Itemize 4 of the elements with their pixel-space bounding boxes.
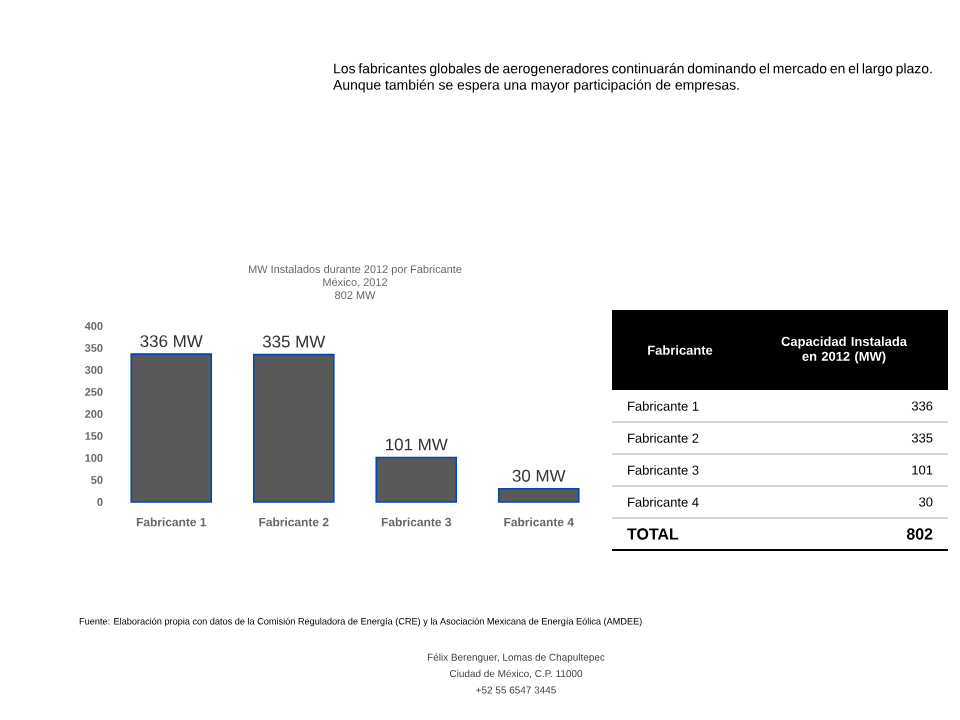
- data-label: 336 MW: [140, 335, 203, 348]
- data-label: 335 MW: [262, 335, 326, 348]
- data-label: 101 MW: [386, 438, 448, 451]
- data-label: 30 MW: [512, 469, 566, 482]
